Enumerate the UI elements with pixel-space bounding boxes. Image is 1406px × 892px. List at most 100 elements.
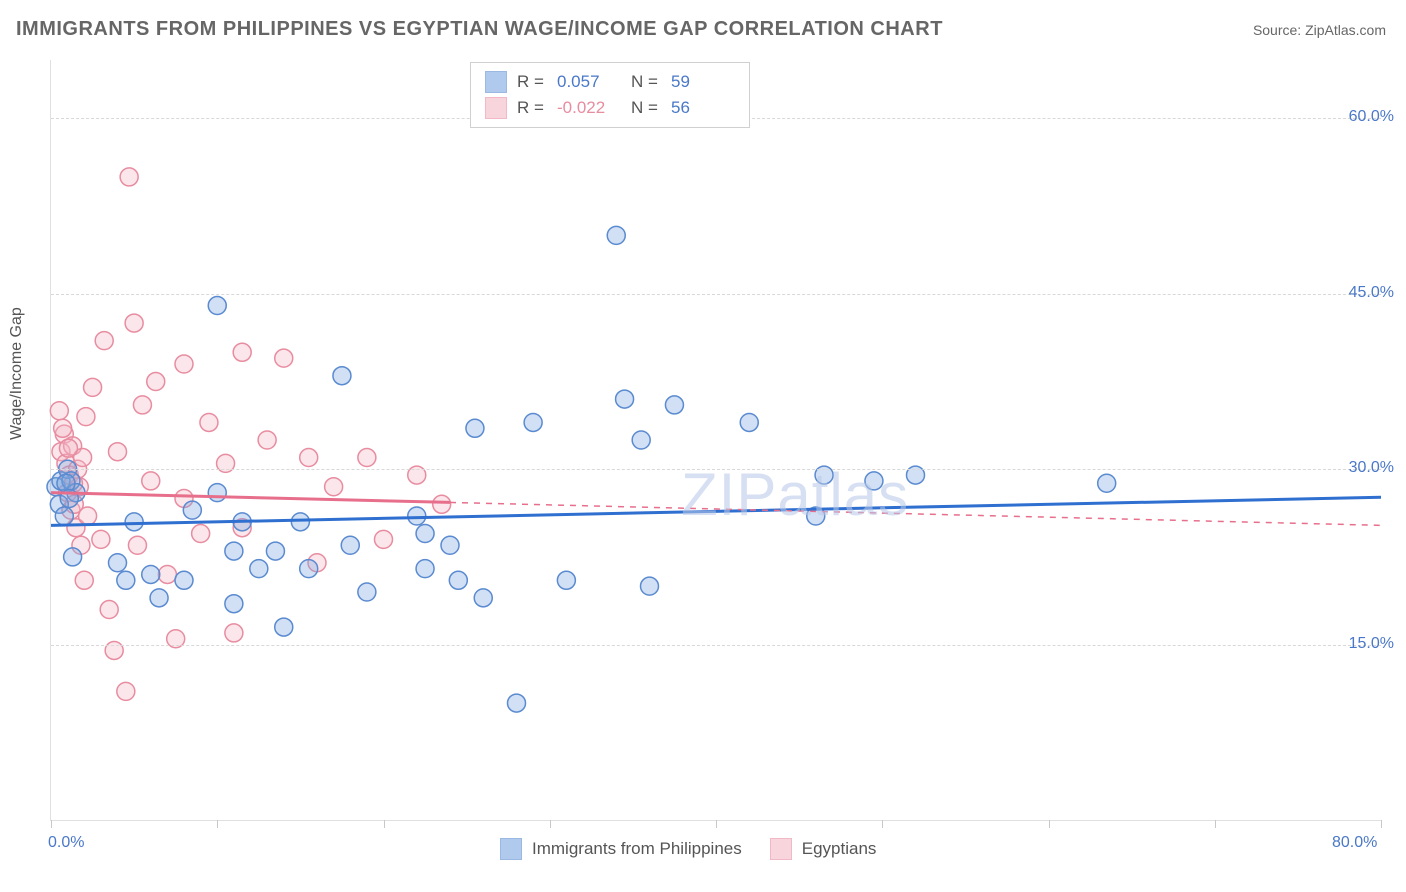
data-point bbox=[50, 402, 68, 420]
data-point bbox=[175, 355, 193, 373]
y-tick-label: 30.0% bbox=[1349, 459, 1394, 477]
swatch-philippines bbox=[485, 71, 507, 93]
data-point bbox=[128, 536, 146, 554]
regression-line bbox=[51, 493, 450, 503]
data-point bbox=[632, 431, 650, 449]
x-tick bbox=[51, 820, 52, 828]
data-point bbox=[208, 484, 226, 502]
data-point bbox=[740, 413, 758, 431]
data-point bbox=[59, 439, 77, 457]
data-point bbox=[79, 507, 97, 525]
data-point bbox=[266, 542, 284, 560]
data-point bbox=[607, 226, 625, 244]
data-point bbox=[200, 413, 218, 431]
swatch-egyptians bbox=[485, 97, 507, 119]
data-point bbox=[300, 560, 318, 578]
gridline bbox=[51, 645, 1381, 646]
data-point bbox=[291, 513, 309, 531]
data-point bbox=[300, 449, 318, 467]
plot-area: ZIPatlas bbox=[50, 60, 1381, 821]
data-point bbox=[474, 589, 492, 607]
data-point bbox=[524, 413, 542, 431]
data-point bbox=[341, 536, 359, 554]
x-tick bbox=[1215, 820, 1216, 828]
x-tick bbox=[384, 820, 385, 828]
x-tick bbox=[1049, 820, 1050, 828]
data-point bbox=[441, 536, 459, 554]
data-point bbox=[125, 314, 143, 332]
legend-row-philippines: R = 0.057 N = 59 bbox=[485, 69, 735, 95]
x-tick bbox=[1381, 820, 1382, 828]
plot-svg bbox=[51, 60, 1381, 820]
data-point bbox=[449, 571, 467, 589]
gridline bbox=[51, 469, 1381, 470]
data-point bbox=[55, 507, 73, 525]
data-point bbox=[92, 530, 110, 548]
data-point bbox=[100, 601, 118, 619]
data-point bbox=[133, 396, 151, 414]
data-point bbox=[192, 525, 210, 543]
source-attribution: Source: ZipAtlas.com bbox=[1253, 22, 1386, 38]
data-point bbox=[225, 595, 243, 613]
data-point bbox=[375, 530, 393, 548]
data-point bbox=[325, 478, 343, 496]
legend-label-egyptians: Egyptians bbox=[802, 839, 877, 859]
data-point bbox=[117, 682, 135, 700]
y-tick-label: 60.0% bbox=[1349, 108, 1394, 126]
data-point bbox=[75, 571, 93, 589]
data-point bbox=[557, 571, 575, 589]
n-label: N = bbox=[631, 95, 661, 121]
y-tick-label: 45.0% bbox=[1349, 284, 1394, 302]
data-point bbox=[616, 390, 634, 408]
n-value-egyptians: 56 bbox=[671, 95, 735, 121]
data-point bbox=[258, 431, 276, 449]
data-point bbox=[147, 373, 165, 391]
data-point bbox=[275, 349, 293, 367]
swatch-egyptians-icon bbox=[770, 838, 792, 860]
regression-line bbox=[51, 497, 1381, 525]
gridline bbox=[51, 294, 1381, 295]
data-point bbox=[233, 343, 251, 361]
swatch-philippines-icon bbox=[500, 838, 522, 860]
data-point bbox=[77, 408, 95, 426]
data-point bbox=[433, 495, 451, 513]
data-point bbox=[333, 367, 351, 385]
data-point bbox=[183, 501, 201, 519]
data-point bbox=[225, 624, 243, 642]
r-value-philippines: 0.057 bbox=[557, 69, 621, 95]
legend-item-philippines: Immigrants from Philippines bbox=[500, 838, 742, 860]
y-axis-label: Wage/Income Gap bbox=[8, 307, 26, 440]
data-point bbox=[117, 571, 135, 589]
data-point bbox=[408, 507, 426, 525]
data-point bbox=[250, 560, 268, 578]
data-point bbox=[54, 419, 72, 437]
n-value-philippines: 59 bbox=[671, 69, 735, 95]
data-point bbox=[665, 396, 683, 414]
x-tick bbox=[550, 820, 551, 828]
data-point bbox=[641, 577, 659, 595]
data-point bbox=[120, 168, 138, 186]
y-tick-label: 15.0% bbox=[1349, 635, 1394, 653]
legend-row-egyptians: R = -0.022 N = 56 bbox=[485, 95, 735, 121]
data-point bbox=[358, 583, 376, 601]
data-point bbox=[84, 378, 102, 396]
data-point bbox=[358, 449, 376, 467]
x-tick bbox=[217, 820, 218, 828]
x-axis-origin-label: 0.0% bbox=[48, 834, 84, 852]
data-point bbox=[150, 589, 168, 607]
data-point bbox=[508, 694, 526, 712]
legend-label-philippines: Immigrants from Philippines bbox=[532, 839, 742, 859]
data-point bbox=[125, 513, 143, 531]
data-point bbox=[865, 472, 883, 490]
data-point bbox=[95, 332, 113, 350]
legend-item-egyptians: Egyptians bbox=[770, 838, 877, 860]
data-point bbox=[208, 297, 226, 315]
data-point bbox=[64, 548, 82, 566]
data-point bbox=[158, 565, 176, 583]
data-point bbox=[142, 472, 160, 490]
x-axis-max-label: 80.0% bbox=[1332, 834, 1377, 852]
r-value-egyptians: -0.022 bbox=[557, 95, 621, 121]
data-point bbox=[466, 419, 484, 437]
data-point bbox=[142, 565, 160, 583]
x-tick bbox=[716, 820, 717, 828]
